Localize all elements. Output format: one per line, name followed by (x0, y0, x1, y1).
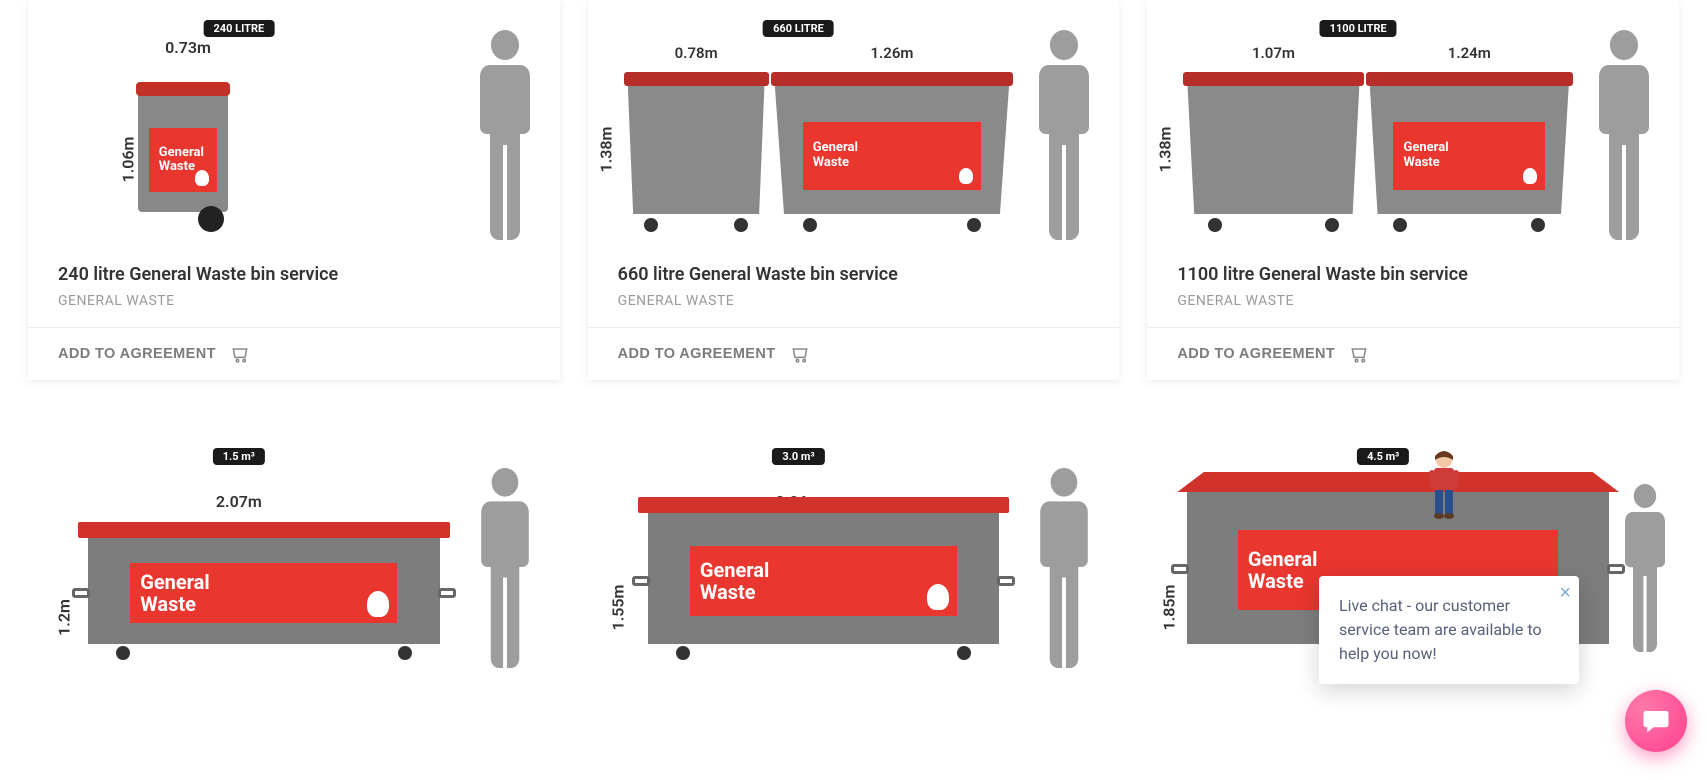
fourwheel-bin-side: 0.78m (628, 62, 765, 232)
person-silhouette (470, 30, 540, 240)
chat-close-button[interactable]: × (1559, 582, 1571, 605)
cart-icon[interactable] (790, 344, 810, 364)
product-image: 3.0 m³ 2.06m 1.55m General Waste (588, 408, 1120, 668)
cart-icon[interactable] (1349, 344, 1369, 364)
product-info: 1100 litre General Waste bin service GEN… (1147, 240, 1679, 327)
product-card: 1100 LITRE 1.38m 1.07m 1.24m General Was… (1147, 0, 1679, 380)
product-image: 1100 LITRE 1.38m 1.07m 1.24m General Was… (1147, 0, 1679, 240)
add-to-agreement-button[interactable]: ADD TO AGREEMENT (618, 346, 776, 362)
person-silhouette (470, 468, 540, 668)
chat-popup: × Live chat - our customer service team … (1319, 576, 1579, 684)
person-silhouette (1617, 468, 1673, 668)
product-title: 1100 litre General Waste bin service (1177, 264, 1649, 285)
product-image: 660 LITRE 1.38m 0.78m 1.26m General Wast… (588, 0, 1120, 240)
fourwheel-bin-front: 1.24m General Waste (1370, 62, 1569, 232)
chat-icon (1641, 706, 1671, 736)
product-card: 660 LITRE 1.38m 0.78m 1.26m General Wast… (588, 0, 1120, 380)
dimension-height: 1.38m (596, 127, 615, 173)
chat-launcher-button[interactable] (1625, 690, 1687, 752)
skip-bin-graphic: General Waste (648, 485, 1000, 660)
add-to-agreement-button[interactable]: ADD TO AGREEMENT (58, 346, 216, 362)
bin-label: General Waste (149, 128, 217, 192)
chat-message: Live chat - our customer service team ar… (1339, 596, 1542, 663)
dimension-height: 1.38m (1156, 127, 1175, 173)
product-action-row: ADD TO AGREEMENT (28, 327, 560, 380)
wheelie-bin-graphic: General Waste (138, 72, 228, 232)
litre-badge: 240 LITRE (203, 20, 274, 37)
product-info: 240 litre General Waste bin service GENE… (28, 240, 560, 327)
litre-badge: 1100 LITRE (1320, 20, 1397, 37)
product-title: 240 litre General Waste bin service (58, 264, 530, 285)
product-card: 3.0 m³ 2.06m 1.55m General Waste (588, 408, 1120, 668)
bin-label: General Waste (1393, 122, 1545, 190)
product-category: GENERAL WASTE (58, 293, 530, 309)
litre-badge: 660 LITRE (763, 20, 834, 37)
person-silhouette (1029, 468, 1099, 668)
product-title: 660 litre General Waste bin service (618, 264, 1090, 285)
bin-label: General Waste (130, 563, 397, 623)
bin-label: General Waste (803, 122, 981, 190)
chat-mascot-icon (1421, 450, 1467, 520)
product-image: 1.5 m³ 2.07m 1.2m General Waste (28, 408, 560, 668)
dimension-width: 0.73m (165, 38, 211, 57)
product-action-row: ADD TO AGREEMENT (1147, 327, 1679, 380)
fourwheel-bin-front: 1.26m General Waste (775, 62, 1010, 232)
person-silhouette (1029, 30, 1099, 240)
add-to-agreement-button[interactable]: ADD TO AGREEMENT (1177, 346, 1335, 362)
person-silhouette (1589, 30, 1659, 240)
product-category: GENERAL WASTE (618, 293, 1090, 309)
dimension-width-a: 1.07m (1187, 44, 1359, 62)
product-card: 1.5 m³ 2.07m 1.2m General Waste (28, 408, 560, 668)
dimension-width-a: 0.78m (628, 44, 765, 62)
product-image: 240 LITRE 0.73m 1.06m General Waste (28, 0, 560, 240)
product-action-row: ADD TO AGREEMENT (588, 327, 1120, 380)
cart-icon[interactable] (230, 344, 250, 364)
product-info: 660 litre General Waste bin service GENE… (588, 240, 1120, 327)
skip-bin-graphic: General Waste (88, 510, 440, 660)
dimension-height: 1.2m (55, 599, 74, 636)
bin-label: General Waste (690, 546, 957, 616)
dimension-height: 1.06m (119, 137, 138, 183)
fourwheel-bin-side: 1.07m (1187, 62, 1359, 232)
dimension-width-b: 1.24m (1370, 44, 1569, 62)
volume-badge: 3.0 m³ (772, 448, 824, 465)
dimension-width-b: 1.26m (775, 44, 1010, 62)
dimension-width: 2.07m (216, 492, 262, 511)
product-card: 240 LITRE 0.73m 1.06m General Waste (28, 0, 560, 380)
product-grid: 240 LITRE 0.73m 1.06m General Waste (0, 0, 1707, 668)
dimension-height: 1.55m (608, 585, 627, 631)
volume-badge: 1.5 m³ (213, 448, 265, 465)
product-category: GENERAL WASTE (1177, 293, 1649, 309)
dimension-height: 1.85m (1160, 585, 1179, 631)
